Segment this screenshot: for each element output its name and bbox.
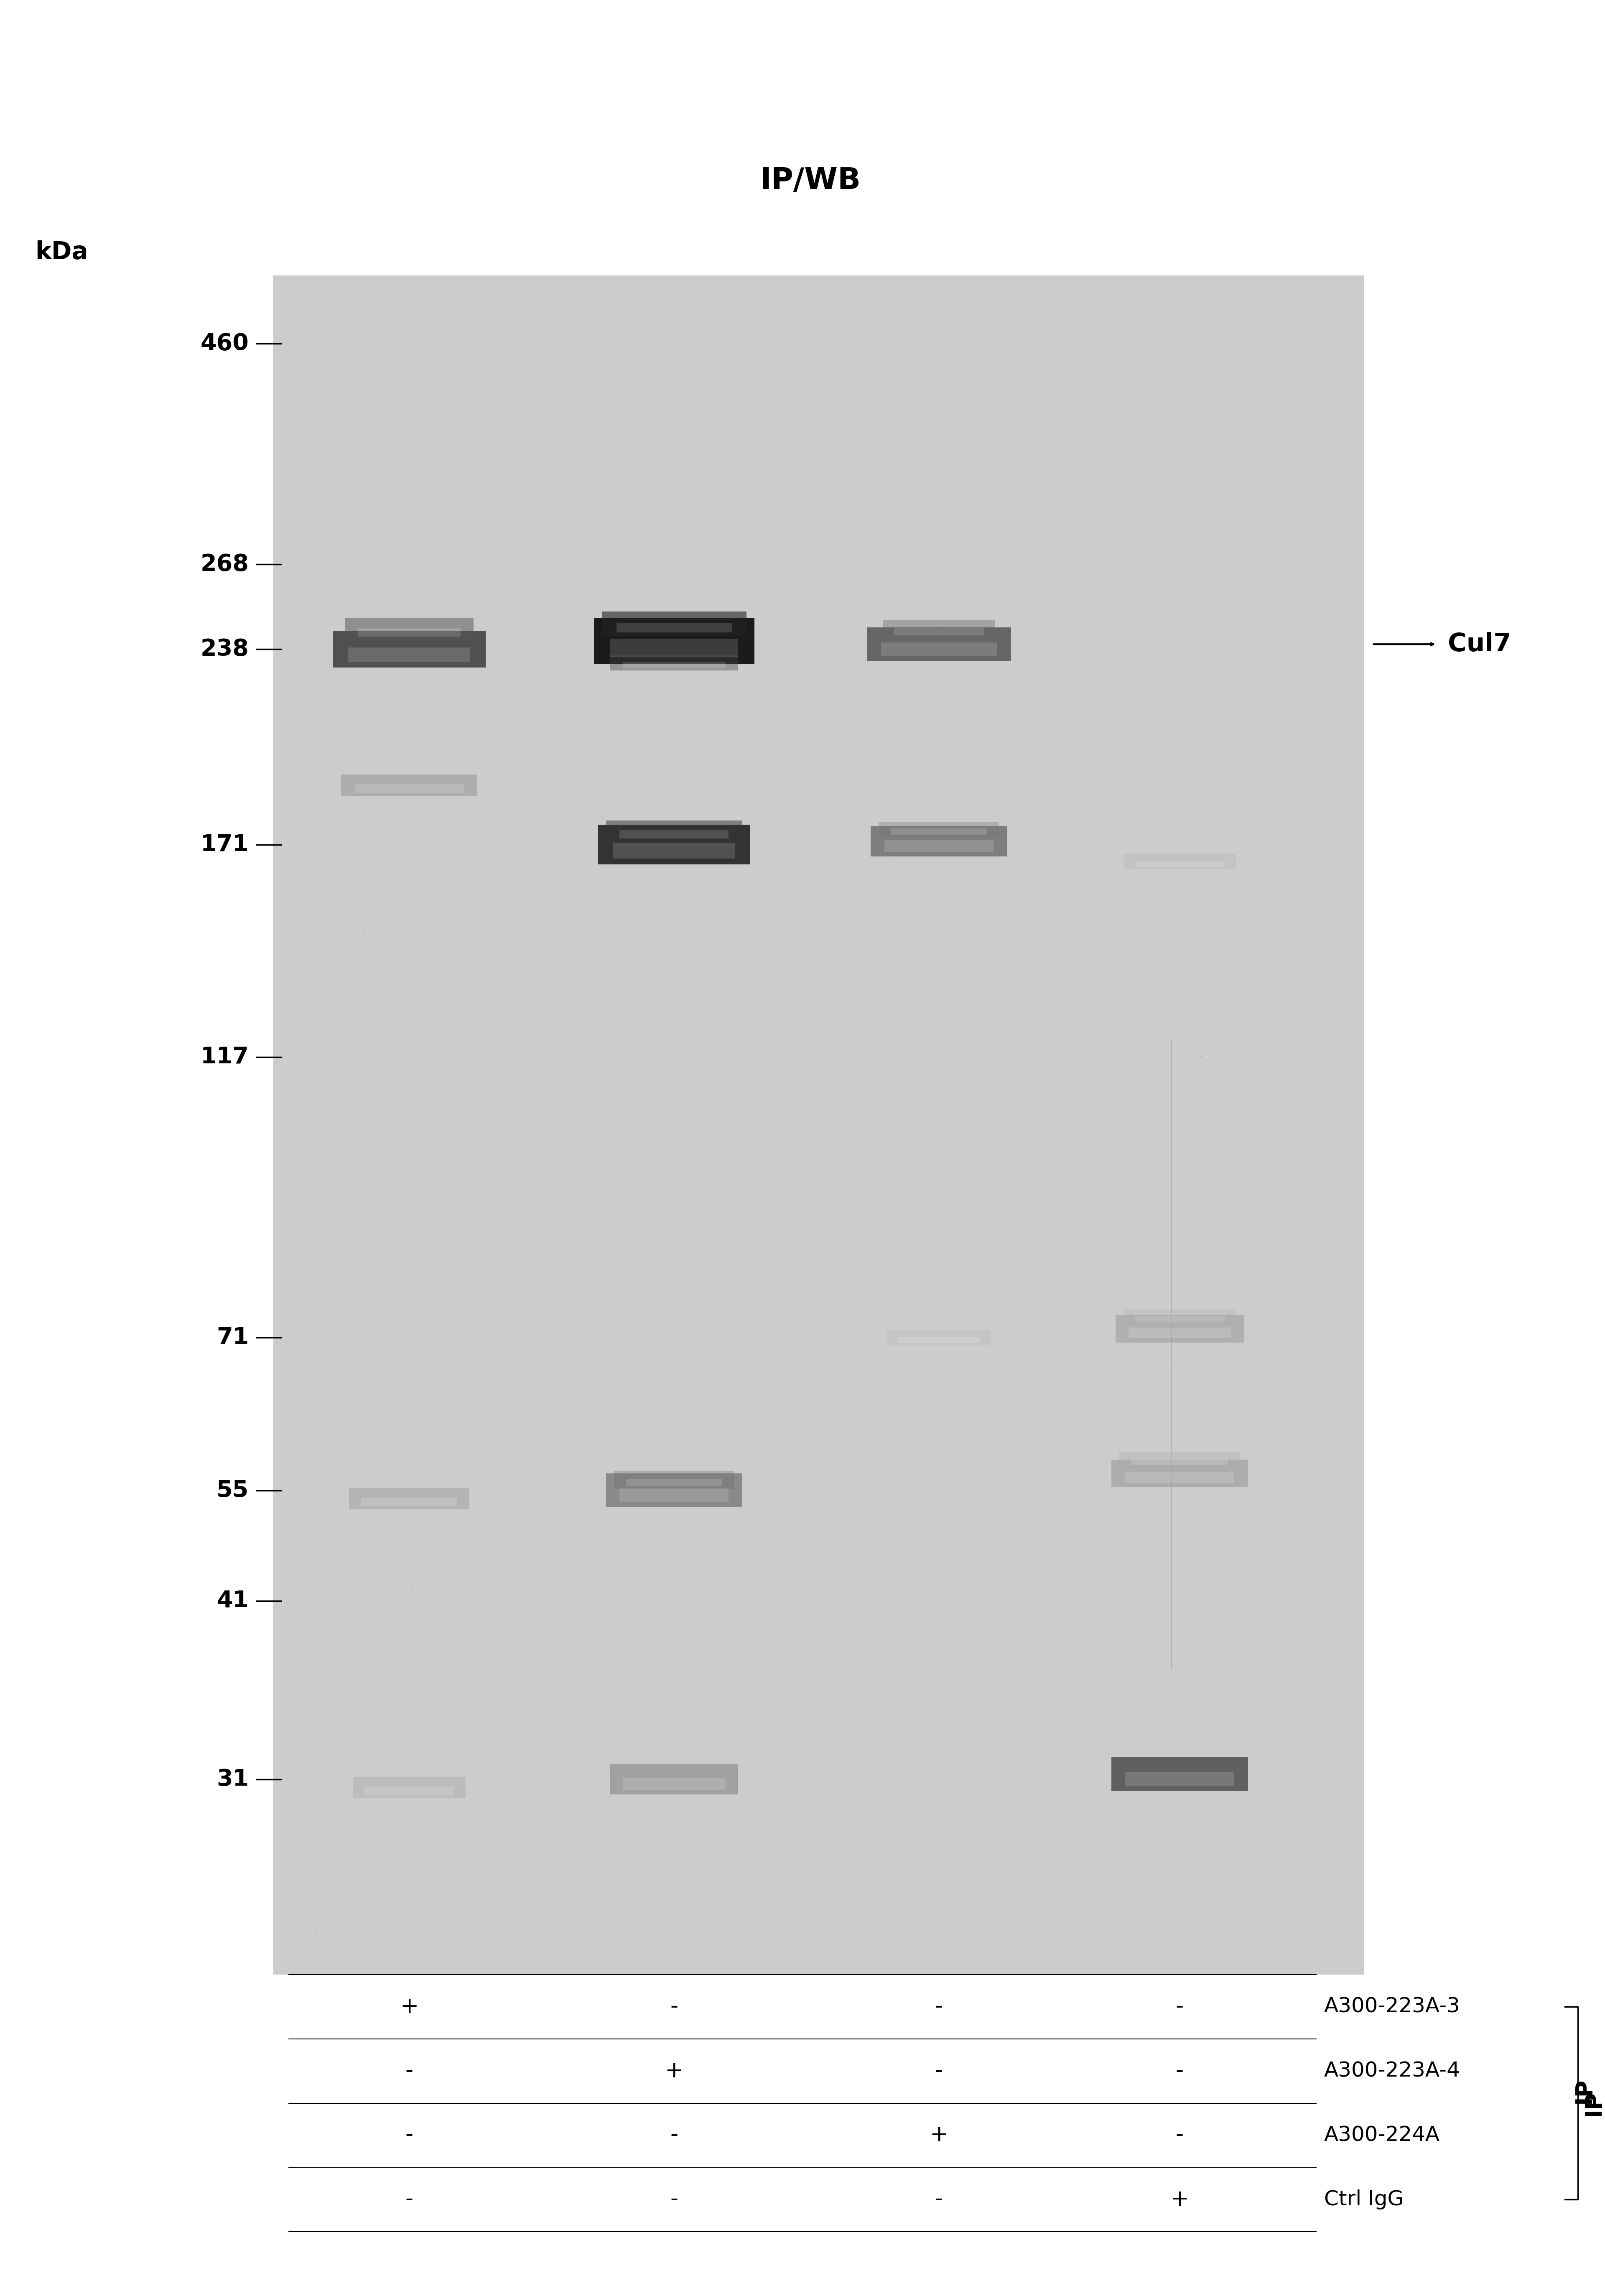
Bar [605,1474,742,1506]
Text: A300-224A: A300-224A [1324,2126,1440,2144]
Bar [1124,854,1236,870]
Text: 171: 171 [201,833,249,856]
Bar [620,1488,729,1502]
Bar [605,820,742,843]
Text: 55: 55 [217,1479,249,1502]
Bar [623,1777,725,1791]
Bar [364,1786,454,1795]
Text: -: - [936,1995,942,2018]
Bar [610,1763,738,1795]
Bar [597,824,751,866]
Text: +: + [400,1995,419,2018]
Text: +: + [1170,2188,1189,2211]
Text: 238: 238 [201,638,249,661]
Text: -: - [671,1995,677,2018]
Bar [610,654,738,670]
Text: +: + [664,2060,684,2082]
Bar [602,611,746,636]
Text: 460: 460 [201,333,249,356]
Bar [610,638,738,657]
Text: 71: 71 [217,1327,249,1348]
Bar [345,618,473,641]
Text: +: + [929,2124,949,2147]
Bar [613,1472,733,1490]
Text: IP/WB: IP/WB [761,165,860,195]
Bar [1132,1458,1228,1465]
Text: -: - [1176,2060,1183,2082]
Bar [884,840,993,852]
Bar [1128,1327,1231,1339]
Text: Cul7: Cul7 [1448,631,1512,657]
Bar [1115,1316,1244,1343]
Bar [623,661,725,668]
Bar [870,827,1006,856]
Text: IP: IP [1573,2078,1595,2103]
Text: -: - [406,2060,412,2082]
Bar [626,1479,722,1486]
Bar [334,631,485,668]
Bar [867,627,1011,661]
Bar [361,1497,457,1506]
Bar [1135,1316,1225,1322]
Bar [1125,1472,1234,1483]
Bar [886,1329,990,1345]
Bar [358,627,461,636]
Bar [1120,1451,1239,1467]
Bar [897,1336,981,1343]
Bar [883,620,995,638]
Text: kDa: kDa [35,241,88,264]
Bar [348,647,470,661]
Text: Ctrl IgG: Ctrl IgG [1324,2190,1404,2209]
Bar [1124,1309,1236,1325]
Text: -: - [406,2188,412,2211]
Bar [620,831,729,838]
Text: 41: 41 [217,1589,249,1612]
Text: -: - [1176,2124,1183,2147]
Bar [613,843,735,859]
Bar [891,829,987,836]
Bar [894,629,984,636]
Bar [1111,1460,1247,1488]
Bar [594,618,754,664]
Text: 268: 268 [201,553,249,576]
Text: -: - [671,2188,677,2211]
Bar [350,1488,469,1508]
Bar [880,822,998,838]
Text: A300-223A-4: A300-223A-4 [1324,2062,1461,2080]
Bar [340,774,478,797]
Bar [273,276,1364,1975]
Text: IP: IP [1583,2089,1605,2117]
Bar [355,785,464,792]
Text: -: - [671,2124,677,2147]
Text: -: - [1176,1995,1183,2018]
Bar [881,643,997,657]
Bar [353,1777,465,1798]
Text: A300-223A-3: A300-223A-3 [1324,1998,1461,2016]
Text: 31: 31 [217,1768,249,1791]
Bar [616,622,732,631]
Bar [1135,861,1225,868]
Text: -: - [936,2060,942,2082]
Bar [1111,1756,1247,1791]
Text: -: - [406,2124,412,2147]
Text: 117: 117 [201,1045,249,1068]
Text: -: - [936,2188,942,2211]
Bar [1125,1773,1234,1786]
